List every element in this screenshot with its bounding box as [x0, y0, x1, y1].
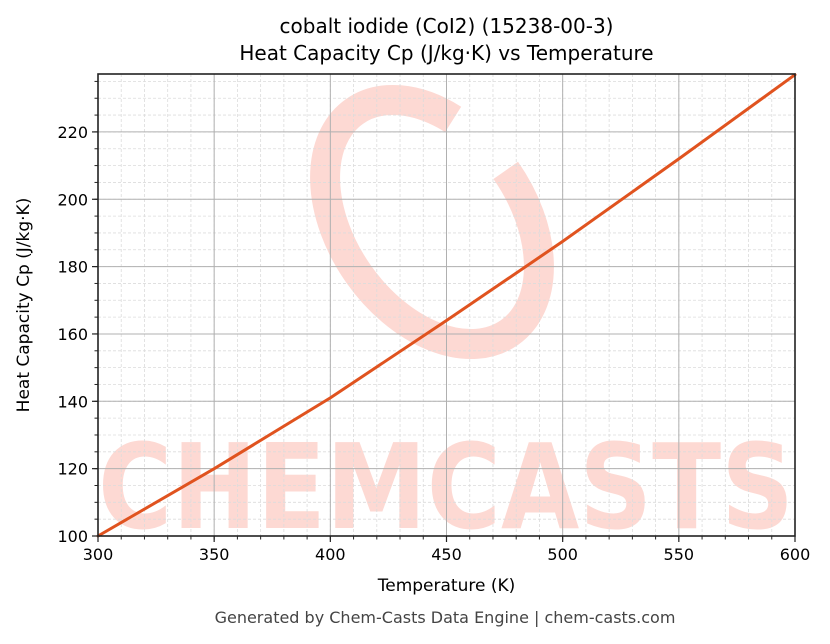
svg-text:400: 400 [315, 545, 346, 564]
svg-text:450: 450 [431, 545, 462, 564]
svg-text:120: 120 [57, 460, 88, 479]
x-axis-label: Temperature (K) [377, 576, 516, 596]
svg-text:100: 100 [57, 527, 88, 546]
svg-text:140: 140 [57, 392, 88, 411]
chart-title: cobalt iodide (CoI2) (15238-00-3) [279, 14, 614, 38]
svg-text:180: 180 [57, 258, 88, 277]
svg-text:350: 350 [199, 545, 230, 564]
svg-text:220: 220 [57, 123, 88, 142]
data-series [96, 73, 797, 538]
svg-text:300: 300 [83, 545, 114, 564]
footer-credit: Generated by Chem-Casts Data Engine | ch… [214, 608, 676, 627]
svg-text:160: 160 [57, 325, 88, 344]
chart-subtitle: Heat Capacity Cp (J/kg·K) vs Temperature [239, 41, 654, 65]
axis-tick-labels: 300 350 400 450 500 550 600 100 120 140 160 180 200 2… [57, 123, 810, 564]
svg-text:200: 200 [57, 190, 88, 209]
svg-text:500: 500 [547, 545, 578, 564]
axis-ticks [92, 80, 796, 542]
y-axis-label: Heat Capacity Cp (J/kg·K) [14, 197, 34, 413]
svg-text:600: 600 [780, 545, 811, 564]
svg-text:550: 550 [664, 545, 695, 564]
